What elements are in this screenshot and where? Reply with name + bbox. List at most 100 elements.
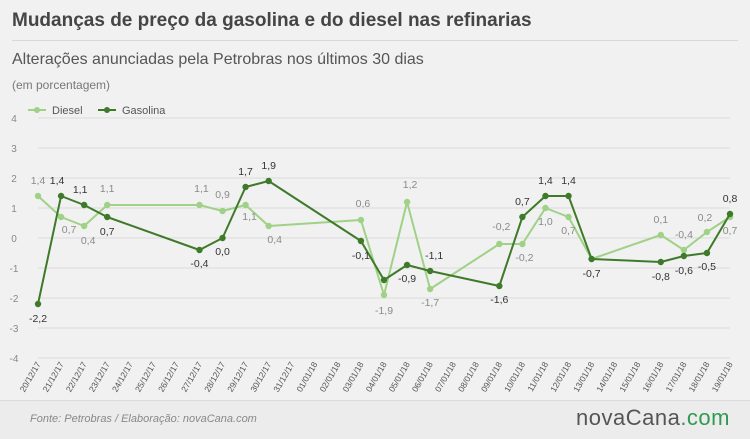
- data-label: -1,1: [425, 250, 443, 262]
- gasolina-point: [657, 258, 664, 266]
- x-tick-label: 03/01/18: [340, 360, 365, 394]
- data-label: 0,7: [515, 196, 530, 208]
- diesel-point: [242, 201, 249, 209]
- unit-label: (em porcentagem): [12, 78, 111, 92]
- data-label: 0,0: [215, 246, 230, 258]
- y-tick-label: 4: [11, 114, 17, 125]
- data-label: 0,1: [653, 214, 668, 226]
- y-tick-label: 3: [11, 144, 17, 155]
- data-label: 1,1: [73, 184, 88, 196]
- gasolina-point: [242, 183, 249, 191]
- data-label: -0,2: [492, 221, 510, 233]
- diesel-point: [680, 246, 688, 254]
- gasolina-point: [380, 276, 388, 284]
- novacana-logo: novaCana.com: [576, 405, 730, 431]
- logo-suffix: .com: [680, 405, 730, 430]
- data-label: 1,1: [100, 183, 115, 195]
- diesel-point: [380, 291, 388, 299]
- line-chart: -4 -3 -2 -1 0 1 2 3 4 20/12/1721/12/1722/12/1723/…: [10, 105, 738, 394]
- diesel-point: [426, 285, 434, 293]
- data-label: 0,9: [215, 189, 230, 201]
- diesel-point: [265, 222, 272, 230]
- y-tick-label: 0: [11, 234, 17, 245]
- diesel-point: [104, 201, 111, 209]
- data-label: 0,6: [356, 198, 371, 210]
- diesel-point: [703, 228, 711, 236]
- data-label: -0,6: [675, 265, 693, 277]
- x-tick-label: 26/12/17: [156, 360, 181, 394]
- x-tick-label: 06/01/18: [410, 360, 435, 394]
- diesel-point: [34, 192, 42, 200]
- data-label: -0,5: [698, 261, 716, 273]
- data-label: -1,7: [421, 297, 439, 309]
- data-label: -0,4: [190, 258, 208, 270]
- diesel-point: [403, 198, 411, 206]
- data-label: 0,4: [267, 234, 282, 246]
- gasolina-point: [588, 255, 595, 263]
- x-tick-label: 23/12/17: [87, 360, 112, 394]
- data-label: -1,6: [490, 294, 508, 306]
- data-label: 1,4: [50, 175, 65, 187]
- x-tick-label: 27/12/17: [179, 360, 204, 394]
- diesel-point: [219, 207, 226, 215]
- gasolina-point: [680, 252, 688, 260]
- data-label: -0,4: [675, 229, 693, 241]
- title-divider: [12, 40, 738, 41]
- x-tick-label: 17/01/18: [663, 360, 688, 394]
- x-tick-label: 24/12/17: [110, 360, 135, 394]
- data-label: -0,2: [515, 252, 533, 264]
- x-tick-label: 12/01/18: [548, 360, 573, 394]
- x-tick-label: 10/01/18: [502, 360, 527, 394]
- data-label: 0,7: [100, 226, 115, 238]
- x-tick-label: 07/01/18: [433, 360, 458, 394]
- data-label: -0,8: [652, 271, 670, 283]
- data-label: -0,1: [352, 250, 370, 262]
- x-tick-label: 08/01/18: [456, 360, 481, 394]
- data-label: 1,4: [31, 175, 46, 187]
- x-tick-label: 14/01/18: [594, 360, 619, 394]
- y-tick-label: 1: [11, 204, 17, 215]
- x-tick-label: 30/12/17: [248, 360, 273, 394]
- gasolina-point: [104, 213, 111, 221]
- x-tick-label: 18/01/18: [686, 360, 711, 394]
- diesel-point: [357, 216, 365, 224]
- gasolina-point: [496, 282, 503, 290]
- x-tick-label: 09/01/18: [479, 360, 504, 394]
- chart-subtitle: Alterações anunciadas pela Petrobras nos…: [12, 51, 424, 68]
- diesel-point: [519, 240, 526, 248]
- gasolina-point: [426, 267, 434, 275]
- data-label: 1,2: [403, 179, 418, 191]
- data-label: -0,9: [398, 273, 416, 285]
- data-label: 0,8: [723, 193, 738, 205]
- gasolina-point: [565, 192, 572, 200]
- data-label: 1,9: [261, 160, 276, 172]
- diesel-point: [565, 213, 572, 221]
- x-tick-label: 04/01/18: [364, 360, 389, 394]
- y-tick-label: -2: [10, 294, 19, 305]
- gasolina-point: [357, 237, 365, 245]
- data-label: 1,1: [242, 211, 257, 223]
- legend-swatch-marker: [34, 107, 40, 113]
- y-tick-label: -4: [10, 354, 19, 365]
- data-label: 0,7: [723, 225, 738, 237]
- y-tick-label: -1: [10, 264, 19, 275]
- x-tick-label: 19/01/18: [710, 360, 735, 394]
- data-label: -1,9: [375, 305, 393, 317]
- gasolina-point: [57, 192, 65, 200]
- x-tick-label: 11/01/18: [525, 360, 550, 393]
- legend-label: Gasolina: [122, 105, 166, 117]
- gasolina-point: [196, 246, 203, 254]
- gasolina-series-line: [37, 180, 731, 305]
- x-tick-label: 05/01/18: [387, 360, 412, 394]
- data-label: 0,7: [561, 225, 576, 237]
- x-tick-label: 28/12/17: [202, 360, 227, 394]
- x-tick-label: 01/01/18: [294, 360, 319, 394]
- y-tick-label: -3: [10, 324, 19, 335]
- gasolina-point: [519, 213, 526, 221]
- data-label: -2,2: [29, 313, 47, 325]
- x-tick-label: 16/01/18: [640, 360, 665, 394]
- x-tick-label: 21/12/17: [41, 360, 66, 394]
- data-label: 0,4: [81, 235, 96, 247]
- diesel-point: [657, 231, 664, 239]
- footer: Fonte: Petrobras / Elaboração: novaCana.…: [0, 400, 750, 439]
